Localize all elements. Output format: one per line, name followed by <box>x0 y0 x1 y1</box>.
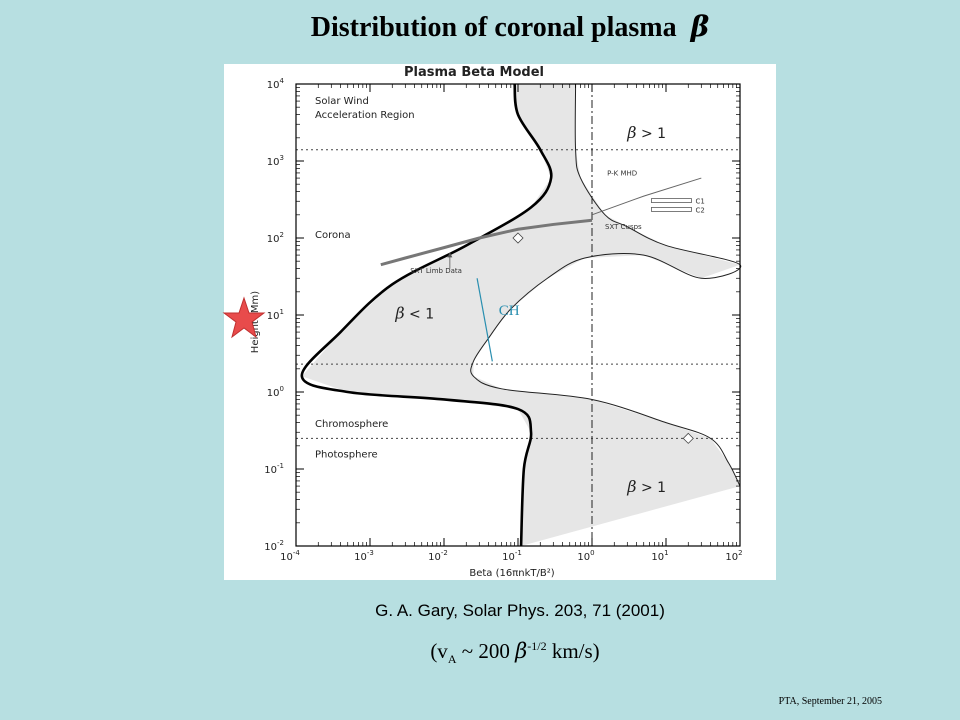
small-label: SXT Cusps <box>605 223 642 231</box>
x-tick-label: 102 <box>725 549 742 563</box>
chart-title: Plasma Beta Model <box>404 65 544 80</box>
diamond-marker <box>682 432 694 444</box>
alfven-speed-formula: (vA ~ 200 β-1/2 km/s) <box>430 639 600 667</box>
y-tick-label: 103 <box>267 154 284 168</box>
x-tick-label: 10-1 <box>502 549 522 563</box>
x-axis-label: Beta (16πnkT/B²) <box>469 568 554 579</box>
cusp-box-c2 <box>651 207 692 212</box>
x-tick-label: 10-4 <box>280 549 300 563</box>
y-tick-label: 101 <box>267 308 284 322</box>
beta-region-label: β > 1 <box>626 123 666 142</box>
y-tick-label: 102 <box>267 231 284 245</box>
slide-title: Distribution of coronal plasma β <box>310 10 710 43</box>
beta-region-label: β < 1 <box>394 304 434 323</box>
x-tick-label: 10-3 <box>354 549 374 563</box>
diamond-marker <box>512 232 524 244</box>
ch-line <box>476 278 493 362</box>
y-tick-label: 100 <box>267 385 284 399</box>
region-label: Solar Wind <box>315 96 369 107</box>
small-label: C1 <box>695 198 704 206</box>
small-label: SXT Limb Data <box>410 267 462 275</box>
region-label: Corona <box>315 230 351 241</box>
y-tick-label: 10-1 <box>264 462 284 476</box>
limb-data-arrowhead <box>447 252 453 258</box>
shaded-region <box>301 84 740 546</box>
sxt-limb-data-line <box>380 218 593 267</box>
citation: G. A. Gary, Solar Phys. 203, 71 (2001) <box>375 601 665 620</box>
beta-region-label: β > 1 <box>626 477 666 496</box>
footer-date: PTA, September 21, 2005 <box>778 696 882 707</box>
region-label: Acceleration Region <box>315 110 415 121</box>
y-tick-label: 10-2 <box>264 539 284 553</box>
thick-beta-curve <box>300 83 553 547</box>
cusp-box-c1 <box>651 198 692 203</box>
figure-panel: Plasma Beta Model Height (Mm) Beta (16πn… <box>224 64 776 580</box>
pk-mhd-line <box>591 177 702 216</box>
x-tick-label: 101 <box>651 549 668 563</box>
small-label: C2 <box>695 206 704 214</box>
plasma-beta-chart: Plasma Beta Model Height (Mm) Beta (16πn… <box>250 65 743 579</box>
ch-label: CH <box>499 303 520 319</box>
x-tick-label: 10-2 <box>428 549 448 563</box>
x-tick-label: 100 <box>577 549 594 563</box>
thin-beta-curve <box>470 83 742 487</box>
small-label: P-K MHD <box>607 169 637 177</box>
y-axis-label: Height (Mm) <box>250 291 261 354</box>
star-marker-icon <box>222 296 266 339</box>
region-label: Chromosphere <box>315 419 388 430</box>
y-tick-label: 104 <box>267 77 285 91</box>
region-label: Photosphere <box>315 450 378 461</box>
title-beta-symbol: β <box>690 10 710 43</box>
